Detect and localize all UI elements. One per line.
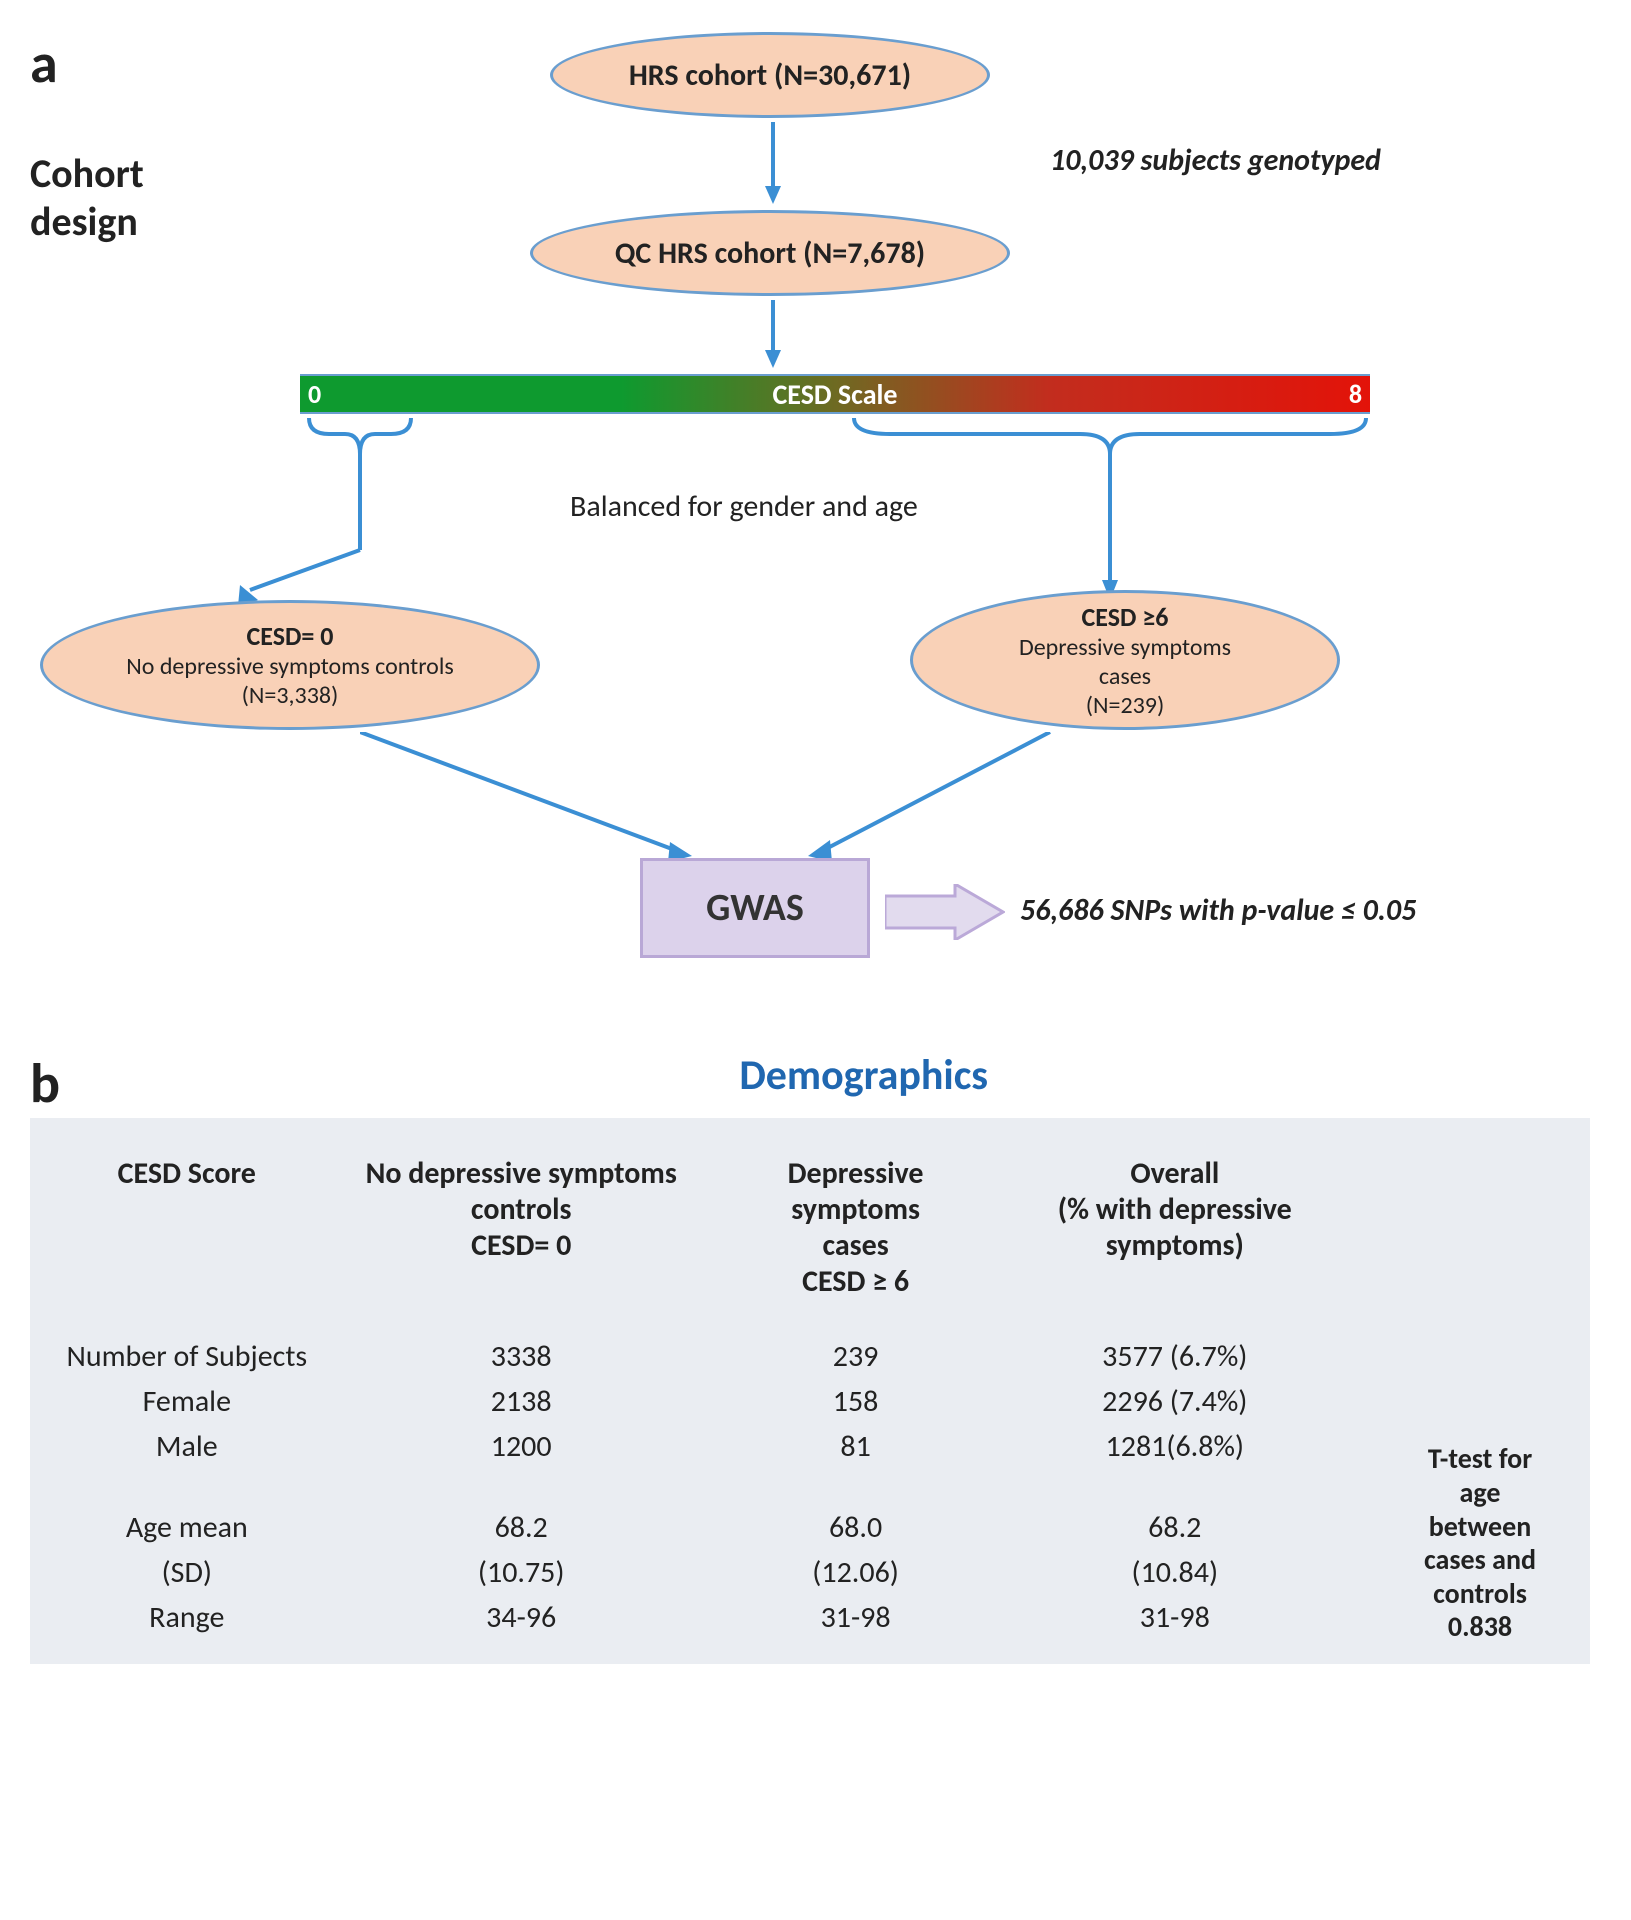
note-genotyped: 10,039 subjects genotyped xyxy=(1050,142,1381,179)
arrow-qc-to-scale xyxy=(765,300,781,370)
cesd-max: 8 xyxy=(1349,378,1362,410)
arrow-hrs-to-qc xyxy=(765,122,781,206)
node-qc-cohort: QC HRS cohort (N=7,678) xyxy=(530,210,1010,296)
cohort-design-line: Cohort xyxy=(30,149,144,198)
cesd-min: 0 xyxy=(308,378,321,410)
gwas-label: GWAS xyxy=(706,885,804,931)
node-hrs-label: HRS cohort (N=30,671) xyxy=(619,53,921,98)
controls-sub1: No depressive symptoms controls xyxy=(126,652,453,681)
cohort-design-line: design xyxy=(30,197,138,246)
col-h1: No depressive symptomscontrolsCESD= 0 xyxy=(324,1148,719,1334)
table-row: Male1200811281(6.8%) xyxy=(50,1424,1570,1469)
node-hrs-cohort: HRS cohort (N=30,671) xyxy=(550,32,990,118)
ttest-value: 0.838 xyxy=(1448,1609,1512,1644)
col-h2: DepressivesymptomscasesCESD ≥ 6 xyxy=(719,1148,993,1334)
col-h3: Overall(% with depressivesymptoms) xyxy=(992,1148,1357,1334)
node-qc-label: QC HRS cohort (N=7,678) xyxy=(605,231,935,276)
node-controls: CESD= 0 No depressive symptoms controls … xyxy=(40,600,540,730)
col-h4 xyxy=(1357,1148,1570,1334)
ttest-note: T-test foragebetweencases andcontrols 0.… xyxy=(1380,1442,1580,1644)
table-row: Range34-9631-9831-98 xyxy=(50,1595,1570,1640)
demographics-table-wrap: CESD Score No depressive symptomscontrol… xyxy=(30,1118,1590,1664)
table-body: Number of Subjects33382393577 (6.7%) Fem… xyxy=(50,1334,1570,1640)
cesd-scale-bar: 0 CESD Scale 8 xyxy=(300,374,1370,414)
demographics-title: Demographics xyxy=(164,1050,1564,1101)
node-cases: CESD ≥6 Depressive symptoms cases (N=239… xyxy=(910,590,1340,730)
node-controls-inner: CESD= 0 No depressive symptoms controls … xyxy=(116,616,463,714)
cases-sub2: cases xyxy=(1019,662,1231,691)
arrow-to-controls xyxy=(210,450,380,610)
cases-title: CESD ≥6 xyxy=(1019,601,1231,633)
node-cases-inner: CESD ≥6 Depressive symptoms cases (N=239… xyxy=(1009,597,1241,724)
col-h0: CESD Score xyxy=(50,1148,324,1334)
panel-b-label: b xyxy=(30,1050,60,1118)
arrow-to-cases xyxy=(1090,450,1150,610)
table-row: (SD)(10.75)(12.06)(10.84) xyxy=(50,1550,1570,1595)
table-spacer xyxy=(50,1469,1570,1505)
panel-a: a Cohort design HRS cohort (N=30,671) 10… xyxy=(30,30,1590,1030)
cesd-scale-label: CESD Scale xyxy=(772,377,897,412)
table-row: Number of Subjects33382393577 (6.7%) xyxy=(50,1334,1570,1379)
note-snps: 56,686 SNPs with p-value ≤ 0.05 xyxy=(1020,892,1416,929)
demographics-table: CESD Score No depressive symptomscontrol… xyxy=(50,1148,1570,1640)
cohort-design-title: Cohort design xyxy=(30,150,144,246)
balanced-note: Balanced for gender and age xyxy=(570,488,918,525)
cases-sub3: (N=239) xyxy=(1019,691,1231,720)
controls-sub2: (N=3,338) xyxy=(126,681,453,710)
table-header-row: CESD Score No depressive symptomscontrol… xyxy=(50,1148,1570,1334)
panel-b: b Demographics CESD Score No depressive … xyxy=(30,1050,1590,1664)
table-row: Female21381582296 (7.4%) xyxy=(50,1379,1570,1424)
gwas-box: GWAS xyxy=(640,858,870,958)
block-arrow-right xyxy=(885,884,1005,940)
table-row: Age mean68.268.068.2 xyxy=(50,1505,1570,1550)
panel-a-label: a xyxy=(30,30,58,98)
controls-title: CESD= 0 xyxy=(126,620,453,652)
cases-sub1: Depressive symptoms xyxy=(1019,633,1231,662)
